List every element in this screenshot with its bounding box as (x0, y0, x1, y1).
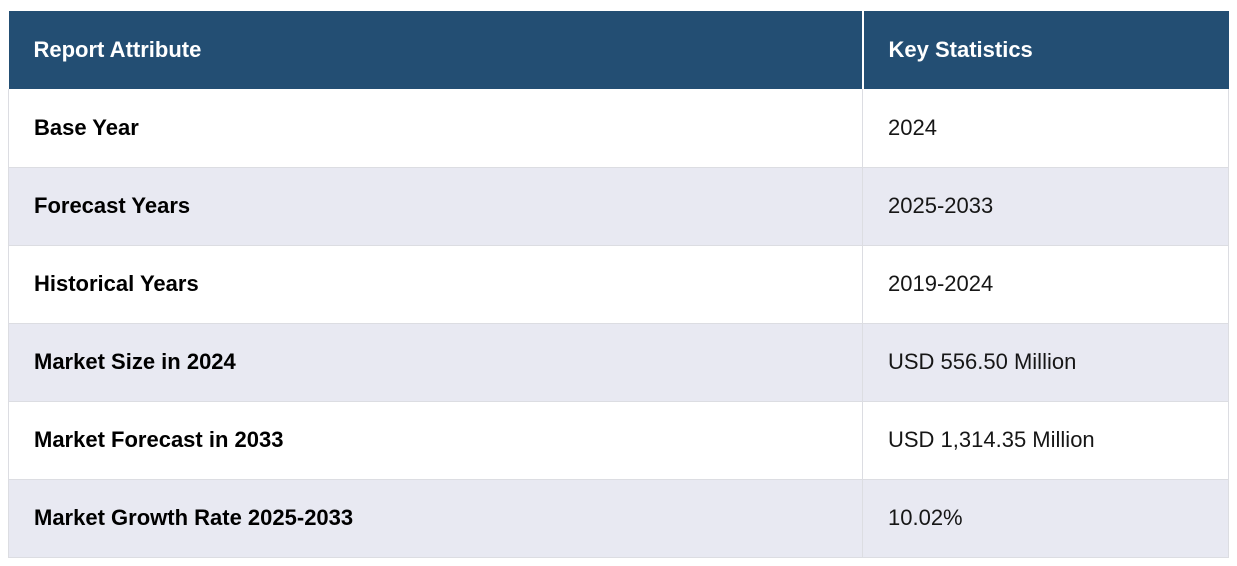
table-body: Base Year 2024 Forecast Years 2025-2033 … (8, 89, 1229, 558)
table-row-market-forecast-2033: Market Forecast in 2033 USD 1,314.35 Mil… (8, 401, 1229, 480)
value-cell: 2024 (862, 89, 1229, 168)
attribute-cell: Base Year (8, 89, 863, 168)
value-cell: 2025-2033 (862, 167, 1229, 246)
table-row-historical-years: Historical Years 2019-2024 (8, 245, 1229, 324)
value-cell: 10.02% (862, 479, 1229, 558)
table-row-market-growth-rate: Market Growth Rate 2025-2033 10.02% (8, 479, 1229, 558)
value-cell: USD 556.50 Million (862, 323, 1229, 402)
value-cell: 2019-2024 (862, 245, 1229, 324)
report-statistics-table: Report Attribute Key Statistics Base Yea… (8, 11, 1229, 558)
table-header: Report Attribute Key Statistics (8, 11, 1229, 89)
value-cell: USD 1,314.35 Million (862, 401, 1229, 480)
attribute-cell: Market Growth Rate 2025-2033 (8, 479, 863, 558)
attribute-cell: Historical Years (8, 245, 863, 324)
column-header-report-attribute: Report Attribute (8, 11, 864, 89)
attribute-cell: Market Forecast in 2033 (8, 401, 863, 480)
table-row-forecast-years: Forecast Years 2025-2033 (8, 167, 1229, 246)
attribute-cell: Forecast Years (8, 167, 863, 246)
table-row-market-size-2024: Market Size in 2024 USD 556.50 Million (8, 323, 1229, 402)
header-row: Report Attribute Key Statistics (8, 11, 1229, 89)
attribute-cell: Market Size in 2024 (8, 323, 863, 402)
column-header-key-statistics: Key Statistics (862, 11, 1229, 89)
table-row-base-year: Base Year 2024 (8, 89, 1229, 168)
